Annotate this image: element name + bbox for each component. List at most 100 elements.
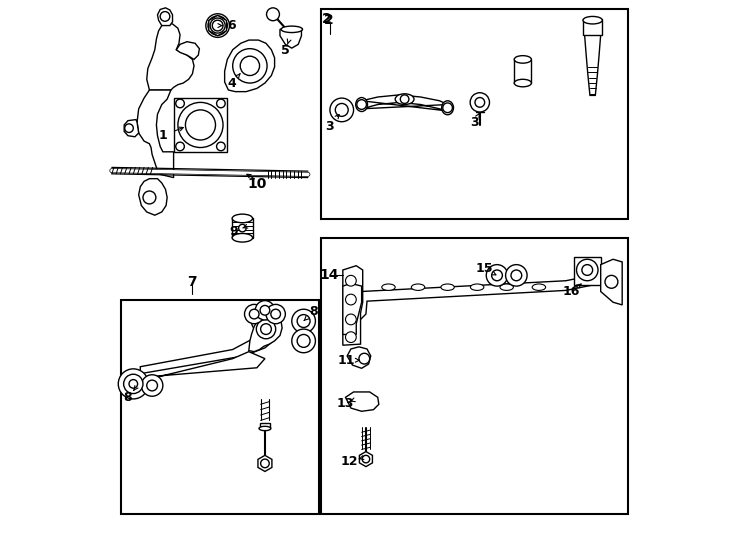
Ellipse shape — [442, 101, 454, 114]
Circle shape — [582, 265, 592, 275]
Circle shape — [346, 332, 356, 342]
Polygon shape — [343, 266, 363, 345]
Circle shape — [346, 294, 356, 305]
Circle shape — [292, 329, 316, 353]
Polygon shape — [249, 314, 282, 352]
Text: 10: 10 — [247, 177, 266, 191]
Circle shape — [123, 374, 143, 394]
Ellipse shape — [356, 98, 368, 112]
Polygon shape — [343, 273, 605, 334]
Circle shape — [261, 323, 272, 334]
Circle shape — [186, 110, 216, 140]
Circle shape — [576, 259, 598, 281]
Polygon shape — [176, 42, 200, 59]
Circle shape — [605, 275, 618, 288]
Circle shape — [244, 305, 264, 323]
Bar — [260, 423, 270, 428]
Circle shape — [233, 49, 267, 83]
Ellipse shape — [334, 104, 349, 116]
Circle shape — [335, 104, 348, 116]
Circle shape — [260, 306, 270, 315]
Circle shape — [266, 8, 280, 21]
Ellipse shape — [441, 284, 454, 291]
Ellipse shape — [583, 16, 603, 24]
Circle shape — [330, 98, 354, 122]
Circle shape — [175, 99, 184, 108]
Circle shape — [359, 353, 370, 364]
Text: 8: 8 — [123, 392, 132, 404]
Bar — [232, 218, 252, 238]
Polygon shape — [139, 179, 167, 215]
Circle shape — [217, 99, 225, 108]
Ellipse shape — [281, 26, 302, 32]
Circle shape — [118, 369, 148, 399]
Polygon shape — [346, 392, 379, 411]
Polygon shape — [584, 35, 600, 96]
Circle shape — [239, 224, 246, 232]
Polygon shape — [147, 23, 194, 90]
Circle shape — [511, 270, 522, 281]
Ellipse shape — [382, 284, 395, 291]
Circle shape — [261, 459, 269, 468]
Ellipse shape — [470, 284, 484, 291]
Bar — [574, 257, 600, 285]
Polygon shape — [280, 29, 302, 48]
Circle shape — [492, 270, 502, 281]
Polygon shape — [360, 451, 372, 467]
Circle shape — [292, 309, 316, 333]
Circle shape — [212, 20, 223, 31]
Circle shape — [129, 380, 137, 388]
Circle shape — [297, 315, 310, 327]
Text: 2: 2 — [324, 13, 333, 27]
Ellipse shape — [500, 284, 513, 291]
Text: 1: 1 — [159, 129, 167, 142]
Circle shape — [142, 375, 163, 396]
Text: 15: 15 — [476, 262, 493, 275]
Ellipse shape — [232, 214, 252, 222]
Bar — [121, 300, 319, 515]
Polygon shape — [225, 40, 275, 92]
Circle shape — [346, 275, 356, 286]
Circle shape — [506, 265, 527, 286]
Ellipse shape — [411, 284, 425, 291]
Circle shape — [208, 16, 228, 35]
Circle shape — [206, 14, 230, 37]
Polygon shape — [174, 98, 228, 152]
Circle shape — [125, 124, 134, 132]
Circle shape — [486, 265, 508, 286]
Ellipse shape — [232, 233, 252, 242]
Circle shape — [271, 309, 280, 319]
Ellipse shape — [532, 284, 545, 291]
Ellipse shape — [259, 427, 271, 430]
Circle shape — [240, 56, 260, 76]
Polygon shape — [158, 8, 172, 25]
Polygon shape — [258, 455, 272, 471]
Circle shape — [217, 142, 225, 151]
Circle shape — [143, 191, 156, 204]
Text: 3: 3 — [470, 116, 479, 129]
Circle shape — [297, 334, 310, 347]
Circle shape — [357, 100, 366, 110]
Text: 6: 6 — [228, 19, 236, 32]
Circle shape — [346, 314, 356, 325]
Circle shape — [470, 93, 490, 112]
Circle shape — [210, 18, 225, 33]
Polygon shape — [140, 352, 265, 381]
Bar — [583, 18, 603, 35]
Circle shape — [400, 95, 409, 104]
Ellipse shape — [515, 56, 531, 63]
Circle shape — [266, 305, 286, 323]
Circle shape — [475, 98, 484, 107]
Ellipse shape — [515, 79, 531, 87]
Circle shape — [443, 103, 452, 113]
Circle shape — [362, 455, 370, 463]
Text: 4: 4 — [228, 77, 236, 90]
Text: 3: 3 — [325, 119, 334, 132]
Text: 5: 5 — [281, 44, 290, 57]
Text: 14: 14 — [319, 268, 339, 282]
Circle shape — [175, 142, 184, 151]
Circle shape — [256, 320, 276, 339]
Polygon shape — [347, 347, 371, 368]
Text: 12: 12 — [341, 455, 358, 468]
Polygon shape — [343, 284, 362, 334]
